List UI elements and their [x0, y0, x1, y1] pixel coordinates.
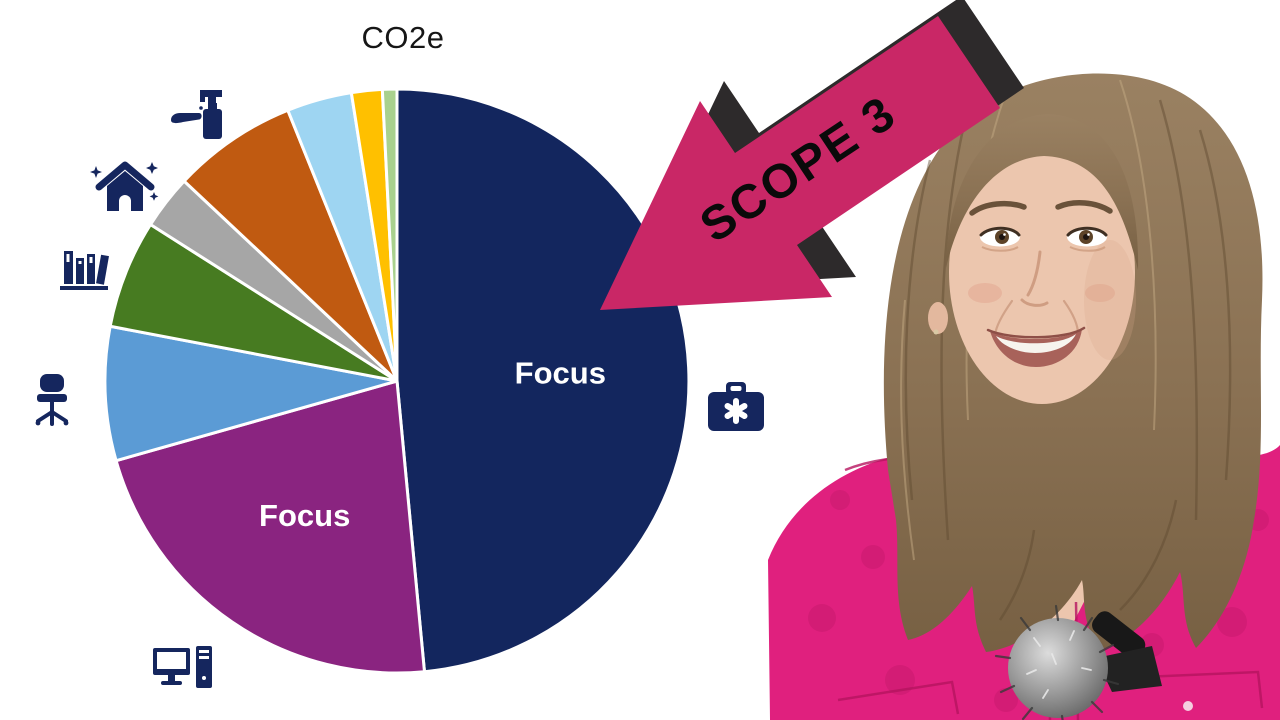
pie-slice-2: [103, 324, 399, 463]
office-chair-icon: [35, 374, 69, 426]
pie-slice-5: [182, 108, 399, 383]
pie-slice-label-0: Focus: [515, 355, 606, 390]
lavalier-mic: [994, 604, 1162, 720]
scope3-arrow: SCOPE 3: [600, 0, 1024, 310]
pie-slice-label-1: Focus: [259, 498, 350, 533]
pie-slice-8: [380, 87, 399, 383]
chart-title: CO2e: [361, 20, 445, 55]
pie-slice-1: [114, 379, 426, 675]
hand-soap-icon: [171, 90, 222, 139]
books-icon: [60, 251, 109, 290]
first-aid-kit-icon: [708, 382, 764, 431]
presenter-face: [928, 114, 1139, 404]
pie-slice-0: [395, 87, 691, 674]
desktop-computer-icon: [153, 646, 212, 688]
house-sparkles-icon: [90, 161, 159, 211]
pie-chart: Focus Focus: [103, 87, 691, 675]
arrow-body: [600, 16, 1000, 310]
